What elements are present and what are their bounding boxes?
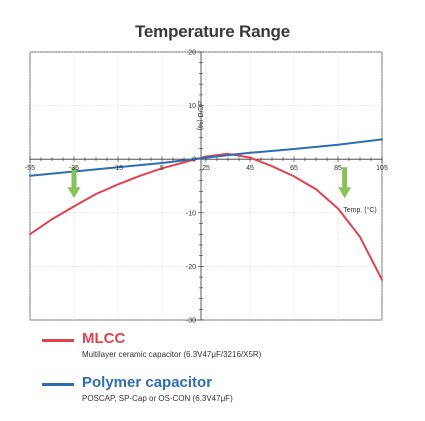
down-arrow-1 xyxy=(67,167,81,199)
x-axis-title: Temp. (°C) xyxy=(343,206,377,214)
x-tick-label: 5 xyxy=(160,165,164,172)
y-axis-title: ⊿C/C (%) xyxy=(196,100,203,131)
legend-swatch-polymer xyxy=(42,383,74,386)
y-tick-label: 0 xyxy=(192,157,196,164)
y-tick-label: -30 xyxy=(186,318,196,325)
x-tick-label: 65 xyxy=(290,165,298,172)
arrows xyxy=(67,167,352,199)
legend-desc-polymer: POSCAP, SP-Cap or OS-CON (6.3V47μF) xyxy=(82,394,233,403)
y-tick-label: 20 xyxy=(188,50,196,57)
y-tick-label: -10 xyxy=(186,210,196,217)
series-line-polymer xyxy=(29,138,383,177)
series-line-mlcc xyxy=(29,152,383,281)
y-tick-label: 10 xyxy=(188,103,196,110)
legend-label-mlcc: MLCC xyxy=(82,330,126,347)
x-tick-label: -15 xyxy=(113,165,123,172)
y-tick-label: -20 xyxy=(186,264,196,271)
legend-item-polymer: Polymer capacitor POSCAP, SP-Cap or OS-C… xyxy=(42,374,412,418)
x-tick-label: -35 xyxy=(69,165,79,172)
legend-swatch-mlcc xyxy=(42,339,74,342)
tick-labels: -55 -35 -15 5 25 45 65 85 105 20 10 0 -10 -20 -30 Temp.… xyxy=(25,50,388,325)
legend: MLCC Multilayer ceramic capacitor (6.3V4… xyxy=(42,330,412,418)
x-tick-label: -55 xyxy=(25,165,35,172)
chart-title: Temperature Range xyxy=(135,22,290,41)
grid xyxy=(29,51,383,321)
legend-item-mlcc: MLCC Multilayer ceramic capacitor (6.3V4… xyxy=(42,330,412,374)
x-tick-label: 45 xyxy=(246,165,254,172)
x-tick-label: 105 xyxy=(376,165,388,172)
down-arrow-2 xyxy=(338,167,352,199)
series-lines xyxy=(29,138,383,281)
x-tick-label: 25 xyxy=(202,165,210,172)
legend-desc-mlcc: Multilayer ceramic capacitor (6.3V47μF/3… xyxy=(82,350,262,359)
x-tick-label: 85 xyxy=(334,165,342,172)
legend-label-polymer: Polymer capacitor xyxy=(82,374,213,391)
